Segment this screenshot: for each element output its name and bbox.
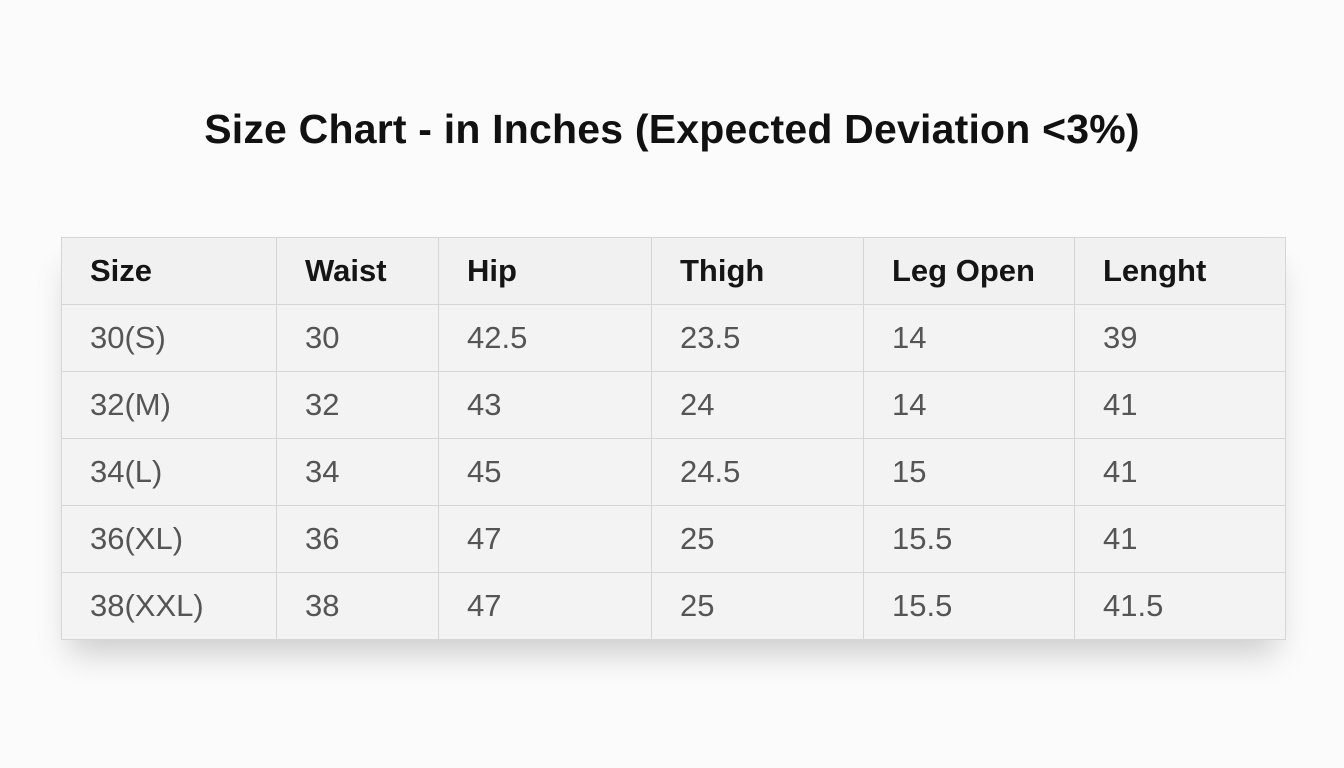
table-cell: 24 xyxy=(651,371,864,439)
table-row: 30(S) 30 42.5 23.5 14 39 xyxy=(61,304,1286,372)
column-header-hip: Hip xyxy=(438,237,652,305)
table-cell: 41 xyxy=(1074,438,1286,506)
table-cell: 14 xyxy=(863,304,1075,372)
table-row: 36(XL) 36 47 25 15.5 41 xyxy=(61,505,1286,573)
table-cell: 41.5 xyxy=(1074,572,1286,640)
table-cell: 39 xyxy=(1074,304,1286,372)
column-header-lenght: Lenght xyxy=(1074,237,1286,305)
column-header-waist: Waist xyxy=(276,237,439,305)
column-header-size: Size xyxy=(61,237,277,305)
table-header-row: Size Waist Hip Thigh Leg Open Lenght xyxy=(61,237,1286,305)
table-row: 32(M) 32 43 24 14 41 xyxy=(61,371,1286,439)
table-cell: 42.5 xyxy=(438,304,652,372)
table-cell: 32 xyxy=(276,371,439,439)
table-cell: 36 xyxy=(276,505,439,573)
table-cell: 38(XXL) xyxy=(61,572,277,640)
page-title: Size Chart - in Inches (Expected Deviati… xyxy=(204,106,1140,152)
table-cell: 15 xyxy=(863,438,1075,506)
size-chart-table-container: Size Waist Hip Thigh Leg Open Lenght 30(S) 30 4… xyxy=(61,237,1286,640)
table-cell: 23.5 xyxy=(651,304,864,372)
table-cell: 15.5 xyxy=(863,505,1075,573)
table-cell: 30(S) xyxy=(61,304,277,372)
column-header-thigh: Thigh xyxy=(651,237,864,305)
size-chart-table: Size Waist Hip Thigh Leg Open Lenght 30(S) 30 4… xyxy=(61,237,1286,640)
table-cell: 34 xyxy=(276,438,439,506)
table-cell: 14 xyxy=(863,371,1075,439)
table-cell: 24.5 xyxy=(651,438,864,506)
table-cell: 25 xyxy=(651,572,864,640)
table-cell: 32(M) xyxy=(61,371,277,439)
table-cell: 36(XL) xyxy=(61,505,277,573)
table-cell: 30 xyxy=(276,304,439,372)
column-header-leg-open: Leg Open xyxy=(863,237,1075,305)
table-row: 34(L) 34 45 24.5 15 41 xyxy=(61,438,1286,506)
table-cell: 41 xyxy=(1074,505,1286,573)
table-cell: 15.5 xyxy=(863,572,1075,640)
table-cell: 41 xyxy=(1074,371,1286,439)
table-cell: 25 xyxy=(651,505,864,573)
table-cell: 47 xyxy=(438,505,652,573)
table-cell: 47 xyxy=(438,572,652,640)
table-cell: 34(L) xyxy=(61,438,277,506)
table-cell: 43 xyxy=(438,371,652,439)
table-cell: 45 xyxy=(438,438,652,506)
table-cell: 38 xyxy=(276,572,439,640)
table-row: 38(XXL) 38 47 25 15.5 41.5 xyxy=(61,572,1286,640)
